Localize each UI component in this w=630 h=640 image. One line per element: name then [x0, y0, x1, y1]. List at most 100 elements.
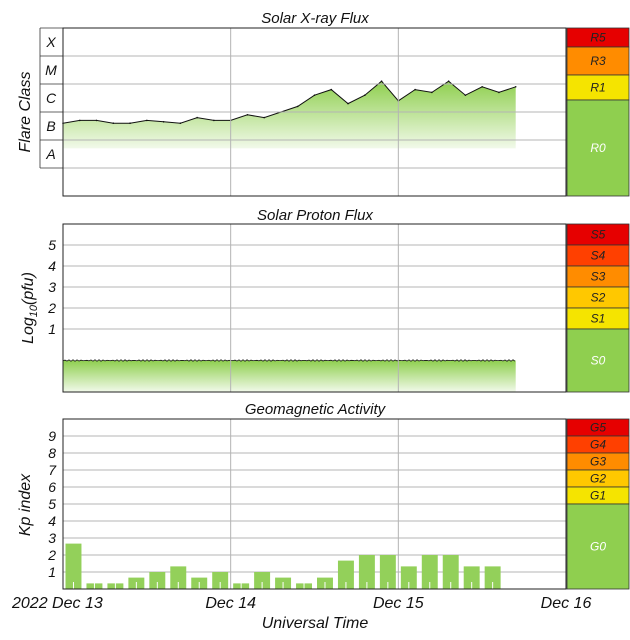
- proton-ylabel-main: Log: [20, 317, 37, 344]
- xray-radio-blackout-scale: R5 R3 R1 R0: [566, 27, 630, 197]
- xray-flux-line: [62, 80, 516, 124]
- kp-bar: [65, 543, 82, 589]
- proton-ylabel-sub: 10: [28, 304, 40, 317]
- xray-flux-point: [380, 80, 383, 82]
- xray-flux-point: [414, 88, 416, 91]
- xray-flux-point: [179, 122, 182, 124]
- xray-flux-point: [196, 116, 198, 119]
- proton-ylabel-unit: (pfu): [20, 272, 37, 305]
- kp-grid: [63, 419, 566, 589]
- xray-scale-label-r5: R5: [590, 31, 606, 45]
- xray-flux-point: [347, 102, 349, 105]
- kp-bar: [170, 566, 187, 589]
- flare-class-b: B: [46, 118, 55, 134]
- xray-scale-label-r0: R0: [590, 141, 606, 155]
- kp-y-tick: 7: [48, 462, 57, 478]
- kp-scale-label-g2: G2: [590, 472, 606, 486]
- proton-flux-line: [62, 359, 516, 362]
- kp-scale-label-g4: G4: [590, 438, 606, 452]
- kp-title: Geomagnetic Activity: [245, 401, 387, 418]
- kp-bar: [337, 560, 354, 589]
- xray-flux-point: [213, 119, 215, 122]
- proton-grid: [63, 224, 566, 392]
- proton-scale-label-s0: S0: [591, 354, 606, 368]
- kp-scale-label-g5: G5: [590, 421, 606, 435]
- kp-scale-label-g1: G1: [590, 489, 606, 503]
- kp-bar: [442, 555, 459, 589]
- proton-scale-label-s2: S2: [591, 291, 606, 305]
- time-axis: 2022 Dec 13 Dec 14 Dec 15 Dec 16: [11, 595, 591, 612]
- proton-plot-frame: [62, 223, 567, 393]
- x-tick-label: Dec 15: [373, 595, 424, 612]
- xray-flux-point: [431, 91, 433, 94]
- xray-scale-r0: [566, 99, 630, 197]
- x-tick-label: Dec 16: [541, 595, 592, 612]
- proton-radiation-storm-scale: S5 S4 S3 S2 S1 S0: [566, 223, 630, 393]
- proton-y-tick: 5: [48, 237, 56, 253]
- kp-bar: [254, 572, 271, 589]
- xray-grid: [63, 28, 566, 196]
- proton-scale-label-s3: S3: [591, 270, 606, 284]
- kp-ylabel: Kp index: [17, 473, 34, 536]
- kp-y-tick: 8: [48, 445, 56, 461]
- x-tick-label: Dec 14: [205, 595, 256, 612]
- kp-bar: [421, 555, 438, 589]
- proton-y-ticks: 1 2 3 4 5: [47, 237, 56, 337]
- kp-geomagnetic-storm-scale: G5 G4 G3 G2 G1 G0: [566, 418, 630, 590]
- kp-bar: [400, 566, 417, 589]
- xray-flux-point: [498, 91, 500, 94]
- proton-flux-area: [62, 359, 516, 392]
- kp-y-tick: 3: [48, 530, 56, 546]
- x-axis-label: Universal Time: [262, 615, 369, 632]
- xray-flux-point: [246, 114, 249, 116]
- proton-scale-label-s4: S4: [591, 249, 606, 263]
- xray-flux-point: [447, 80, 450, 82]
- kp-y-tick: 6: [48, 479, 56, 495]
- xray-scale-r1: [566, 74, 630, 101]
- kp-bar: [463, 566, 480, 589]
- xray-flux-point: [95, 119, 98, 122]
- kp-y-tick: 5: [48, 496, 56, 512]
- xray-flux-point: [296, 105, 299, 108]
- kp-scale-g0: [566, 503, 630, 590]
- xray-flux-point: [112, 122, 115, 124]
- kp-bar: [212, 572, 229, 589]
- xray-scale-label-r3: R3: [590, 54, 606, 68]
- flare-class-m: M: [45, 62, 57, 78]
- xray-flux-point: [313, 94, 316, 96]
- xray-flux-point: [330, 88, 333, 91]
- xray-ylabel: Flare Class: [17, 72, 34, 153]
- proton-y-tick: 3: [48, 279, 56, 295]
- kp-bar: [358, 555, 375, 589]
- kp-bars: [65, 543, 501, 589]
- xray-flux-area: [62, 80, 517, 149]
- xray-title: Solar X-ray Flux: [261, 10, 369, 27]
- kp-bar: [484, 566, 501, 589]
- proton-flux-fill: [63, 360, 516, 392]
- kp-panel: Geomagnetic Activity Kp index 123456789 …: [17, 401, 630, 590]
- flare-class-a: A: [45, 146, 55, 162]
- proton-y-tick: 2: [47, 300, 56, 316]
- xray-flux-point: [146, 119, 148, 122]
- proton-scale-s0: [566, 328, 630, 393]
- kp-bar: [379, 555, 396, 589]
- xray-flux-point: [129, 122, 131, 124]
- kp-scale-label-g0: G0: [590, 540, 606, 554]
- xray-flux-point: [78, 119, 81, 122]
- x-tick-label: 2022 Dec 13: [11, 595, 103, 612]
- proton-scale-label-s1: S1: [591, 312, 606, 326]
- kp-scale-label-g3: G3: [590, 455, 606, 469]
- xray-flux-point: [364, 94, 366, 96]
- xray-scale-label-r1: R1: [590, 81, 605, 95]
- proton-scale-label-s5: S5: [591, 228, 606, 242]
- xray-flux-point: [514, 86, 517, 88]
- kp-bar: [149, 572, 166, 589]
- proton-ylabel: Log10(pfu): [20, 272, 40, 344]
- xray-flux-point: [263, 116, 266, 119]
- kp-y-tick: 4: [48, 513, 56, 529]
